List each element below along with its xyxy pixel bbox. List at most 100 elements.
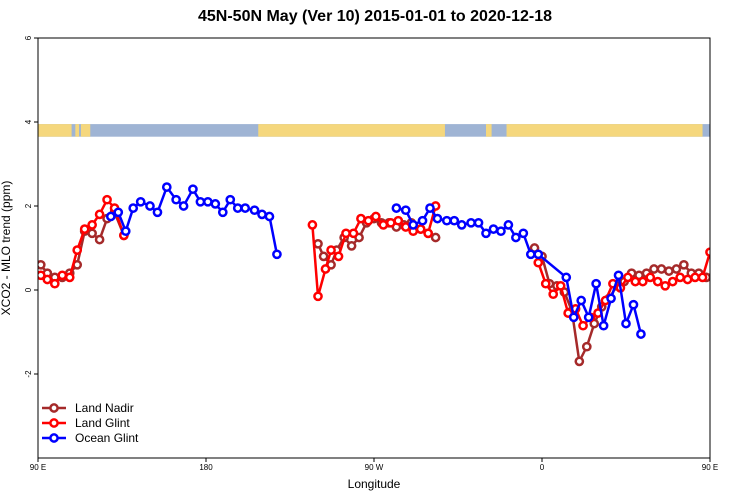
data-point: [708, 272, 710, 279]
data-point: [555, 280, 566, 291]
data-point: [432, 213, 443, 224]
data-point: [38, 259, 46, 270]
data-point: [171, 194, 181, 205]
land-band: [486, 124, 492, 137]
legend-marker: [49, 433, 59, 443]
data-point: [94, 234, 105, 245]
data-point: [135, 196, 146, 207]
data-point: [729, 213, 736, 220]
series-line: [39, 210, 126, 279]
series-land-nadir: [38, 207, 747, 367]
land-band: [506, 124, 703, 137]
data-point: [736, 196, 743, 203]
data-point: [682, 274, 693, 285]
data-point: [740, 230, 747, 237]
data-point: [568, 312, 579, 323]
data-point: [356, 213, 366, 224]
data-point: [102, 194, 112, 205]
data-point: [664, 266, 674, 276]
legend-label: Land Nadir: [75, 401, 134, 415]
land-band: [38, 124, 72, 137]
data-point: [718, 265, 725, 272]
data-point: [456, 220, 467, 230]
data-point: [548, 289, 559, 300]
data-point: [417, 215, 428, 226]
data-point: [217, 207, 228, 218]
data-point: [540, 278, 551, 289]
data-point: [744, 205, 750, 212]
x-tick-label: 90 E: [30, 463, 46, 472]
data-point: [188, 184, 198, 195]
data-point: [120, 226, 131, 237]
data-point: [488, 224, 499, 234]
data-point: [113, 207, 124, 218]
data-point: [729, 209, 736, 216]
series-line: [396, 205, 643, 335]
data-point: [348, 228, 359, 239]
data-point: [333, 251, 344, 262]
data-point: [79, 224, 90, 234]
data-point: [583, 312, 594, 323]
data-point: [736, 217, 743, 224]
data-point: [574, 356, 585, 367]
series-line: [110, 184, 279, 255]
data-point: [705, 247, 710, 258]
data-point: [675, 272, 685, 283]
data-point: [613, 270, 624, 281]
legend-marker: [49, 403, 59, 413]
series-land-glint: [38, 194, 750, 331]
data-point: [441, 215, 452, 226]
data-point: [393, 215, 404, 226]
data-point: [503, 220, 514, 230]
data-point: [378, 220, 389, 230]
data-point: [525, 249, 536, 260]
data-point: [195, 196, 206, 207]
data-point: [606, 293, 616, 304]
data-point: [178, 201, 189, 211]
data-point: [249, 205, 260, 216]
data-point: [581, 341, 592, 352]
legend-label: Land Glint: [75, 416, 130, 430]
data-point: [591, 278, 601, 289]
data-point: [363, 215, 374, 226]
data-point: [533, 249, 544, 260]
data-point: [660, 280, 671, 291]
data-point: [667, 276, 678, 287]
y-axis: -2 0 2 4 6: [24, 35, 38, 378]
data-point: [371, 211, 381, 222]
data-point: [656, 264, 667, 274]
data-point: [637, 276, 648, 287]
data-point: [42, 274, 53, 285]
y-tick-label: 6: [24, 35, 33, 40]
data-point: [272, 249, 282, 260]
data-point: [533, 257, 544, 268]
data-point: [679, 259, 689, 270]
data-point: [628, 299, 639, 310]
data-point: [38, 270, 46, 281]
x-tick-label: 0: [540, 463, 545, 472]
data-point: [598, 320, 609, 331]
data-point: [697, 272, 708, 283]
data-point: [733, 223, 740, 230]
data-point: [725, 263, 732, 270]
data-point: [105, 211, 116, 222]
y-axis-title: XCO2 - MLO trend (ppm): [0, 181, 13, 316]
land-ocean-strip: [38, 124, 710, 137]
data-point: [690, 272, 700, 283]
data-point: [714, 226, 721, 233]
plot-frame: [37, 37, 711, 459]
legend-marker: [49, 418, 59, 428]
data-point: [87, 220, 97, 230]
data-point: [621, 318, 631, 329]
data-point: [578, 320, 588, 331]
data-point: [161, 182, 172, 192]
data-point: [518, 228, 529, 239]
x-tick-label: 90 W: [365, 463, 384, 472]
data-point: [481, 228, 491, 239]
data-point: [630, 276, 641, 287]
data-point: [652, 276, 663, 287]
data-point: [400, 205, 411, 216]
legend-label: Ocean Glint: [75, 431, 139, 445]
